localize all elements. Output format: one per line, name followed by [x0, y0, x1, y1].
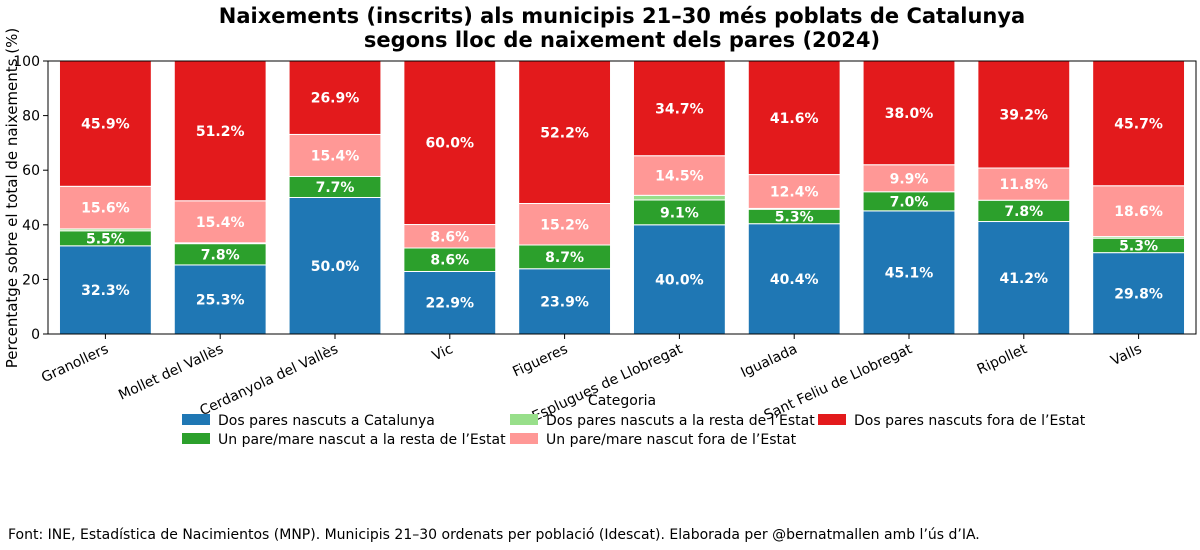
- bar-value-label: 52.2%: [540, 125, 589, 141]
- chart-title-line2: segons lloc de naixement dels pares (202…: [364, 28, 880, 52]
- bar-value-label: 32.3%: [81, 283, 130, 299]
- bar-value-label: 15.2%: [540, 217, 589, 233]
- x-tick-label: Ripollet: [975, 341, 1030, 378]
- bar-value-label: 29.8%: [1114, 286, 1163, 302]
- bar-segment: [1092, 185, 1186, 238]
- source-note: Font: INE, Estadística de Nacimientos (M…: [8, 527, 980, 543]
- legend-item-label: Un pare/mare nascut a la resta de l’Esta…: [218, 432, 506, 448]
- bar-value-label: 5.3%: [1119, 238, 1158, 254]
- bar-segment: [977, 167, 1071, 201]
- bar-value-label: 9.1%: [660, 205, 699, 221]
- legend-swatch: [510, 433, 538, 444]
- bar-segment: [403, 60, 497, 226]
- bar-value-label: 15.4%: [311, 148, 360, 164]
- bar-segment: [632, 194, 726, 201]
- bar-segment: [173, 60, 267, 202]
- bar-value-label: 11.8%: [1000, 177, 1049, 193]
- y-tick-label: 100: [13, 54, 40, 70]
- y-axis-label: Percentatge sobre el total de naixements…: [3, 28, 21, 368]
- bar-value-label: 60.0%: [426, 136, 475, 152]
- bar-value-label: 5.3%: [775, 209, 814, 225]
- bar-value-label: 38.0%: [885, 106, 934, 122]
- legend-swatch: [182, 433, 210, 444]
- bar-segment: [747, 223, 841, 335]
- bar-value-label: 9.9%: [890, 171, 929, 187]
- bar-value-label: 25.3%: [196, 292, 245, 308]
- bar-segment: [747, 174, 841, 209]
- bar-segment: [288, 60, 382, 135]
- plot-frame: [47, 60, 1197, 335]
- bar-value-label: 22.9%: [426, 296, 475, 312]
- chart-title-line1: Naixements (inscrits) als municipis 21–3…: [219, 4, 1025, 28]
- x-tick-label: Mollet del Vallès: [116, 341, 226, 404]
- y-tick-label: 0: [31, 327, 40, 343]
- bar-segment: [58, 245, 152, 335]
- x-tick-label: Granollers: [39, 341, 111, 386]
- bar-value-label: 8.6%: [430, 253, 469, 269]
- bar-value-label: 41.6%: [770, 111, 819, 127]
- bar-value-label: 5.5%: [86, 231, 125, 247]
- bar-segment: [173, 200, 267, 244]
- bar-segment: [632, 224, 726, 335]
- bar-segment: [58, 185, 152, 230]
- y-tick-label: 40: [22, 218, 40, 234]
- bar-value-label: 50.0%: [311, 259, 360, 275]
- bar-value-label: 14.5%: [655, 169, 704, 185]
- bar-segment: [288, 133, 382, 177]
- x-tick-label: Vic: [430, 341, 456, 364]
- x-tick-label: Valls: [1108, 341, 1144, 369]
- bar-segment: [1092, 60, 1186, 187]
- bar-value-label: 26.9%: [311, 91, 360, 107]
- bar-value-label: 45.1%: [885, 265, 934, 281]
- bar-segment: [862, 60, 956, 166]
- bar-segment: [288, 197, 382, 335]
- bar-segment: [403, 270, 497, 335]
- legend-item-label: Dos pares nascuts fora de l’Estat: [854, 413, 1086, 429]
- bar-value-label: 40.0%: [655, 272, 704, 288]
- bar-value-label: 23.9%: [540, 294, 589, 310]
- bar-value-label: 7.7%: [316, 180, 355, 196]
- bar-value-label: 45.7%: [1114, 116, 1163, 132]
- bar-segment: [518, 60, 612, 205]
- legend-item-label: Un pare/mare nascut fora de l’Estat: [546, 432, 797, 448]
- bar-value-label: 15.6%: [81, 201, 130, 217]
- bar-value-label: 8.7%: [545, 250, 584, 266]
- legend-item-label: Dos pares nascuts a la resta de l’Estat: [546, 413, 815, 429]
- y-tick-label: 60: [22, 163, 40, 179]
- legend-item-label: Dos pares nascuts a Catalunya: [218, 413, 435, 429]
- bar-value-label: 8.6%: [430, 229, 469, 245]
- bar-segment: [747, 60, 841, 176]
- bar-segment: [977, 221, 1071, 335]
- bar-segment: [58, 60, 152, 187]
- y-tick-label: 80: [22, 109, 40, 125]
- bar-value-label: 34.7%: [655, 101, 704, 117]
- bar-segment: [862, 164, 956, 193]
- legend-swatch: [818, 414, 846, 425]
- bar-value-label: 7.8%: [1004, 204, 1043, 220]
- bar-value-label: 40.4%: [770, 272, 819, 288]
- bar-segment: [632, 60, 726, 157]
- y-tick-label: 20: [22, 272, 40, 288]
- legend-swatch: [510, 414, 538, 425]
- bar-value-label: 15.4%: [196, 215, 245, 231]
- x-tick-label: Figueres: [510, 341, 570, 380]
- bar-value-label: 12.4%: [770, 184, 819, 200]
- legend: Categoria Dos pares nascuts a Catalunya U…: [182, 393, 1086, 448]
- bar-value-label: 51.2%: [196, 124, 245, 140]
- bar-value-label: 7.8%: [201, 247, 240, 263]
- bar-segment: [977, 60, 1071, 169]
- bar-value-label: 41.2%: [1000, 271, 1049, 287]
- bar-segment: [632, 155, 726, 196]
- legend-title: Categoria: [588, 393, 656, 409]
- bar-value-label: 18.6%: [1114, 204, 1163, 220]
- legend-swatch: [182, 414, 210, 425]
- bar-value-label: 7.0%: [890, 194, 929, 210]
- plot-area: 32.3% 5.5% 15.6% 45.9% Granollers 25.3% 7.8% 15…: [13, 54, 1197, 425]
- bar-value-label: 39.2%: [1000, 108, 1049, 124]
- stacked-bar-chart: Naixements (inscrits) als municipis 21–3…: [3, 4, 1197, 448]
- x-tick-label: Igualada: [738, 341, 800, 381]
- bar-value-label: 45.9%: [81, 117, 130, 133]
